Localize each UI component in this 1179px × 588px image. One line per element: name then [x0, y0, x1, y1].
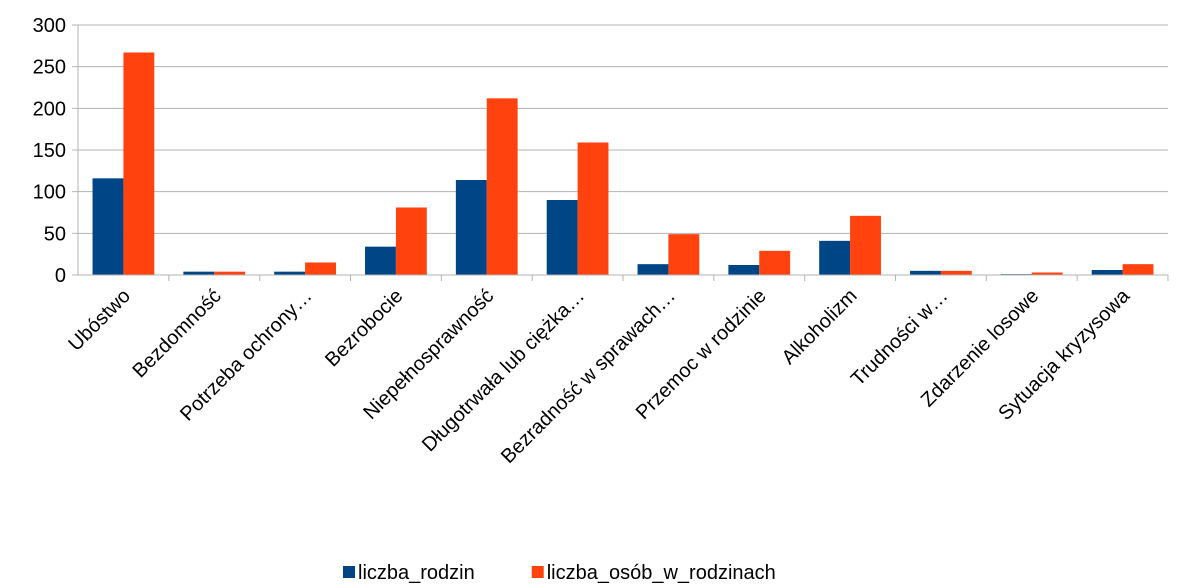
bar	[637, 264, 669, 275]
x-tick-label: Bezrobocie	[321, 285, 407, 371]
bar	[728, 265, 760, 275]
bar	[940, 270, 972, 275]
bar	[910, 270, 941, 275]
bar	[365, 246, 396, 275]
bar	[759, 250, 791, 275]
legend-label: liczba_rodzin	[358, 562, 475, 584]
bar	[455, 180, 487, 275]
legend-swatch	[531, 566, 544, 578]
y-tick-label: 0	[55, 265, 66, 287]
bar	[274, 271, 306, 275]
bar	[1122, 264, 1154, 275]
y-tick-label: 300	[33, 15, 66, 37]
x-tick-label: Trudności w…	[847, 285, 952, 390]
y-tick-label: 100	[33, 182, 66, 204]
bar	[819, 240, 851, 275]
x-tick-label: Długotrwała lub ciężka…	[418, 285, 589, 456]
y-tick-label: 50	[44, 223, 66, 245]
x-tick-label: Bezdomność	[128, 285, 225, 382]
bar	[1031, 272, 1063, 275]
legend-label: liczba_osób_w_rodzinach	[547, 562, 776, 584]
bar	[546, 200, 578, 275]
bar	[577, 142, 609, 275]
bar	[486, 98, 518, 275]
legend-swatch	[343, 566, 355, 578]
x-tick-label: Alkoholizm	[778, 285, 862, 369]
bar	[305, 262, 336, 275]
x-tick-label: Bezradność w sprawach…	[497, 285, 680, 468]
bar	[183, 271, 215, 275]
bar	[395, 207, 427, 275]
bar	[850, 215, 881, 275]
bar	[668, 234, 700, 275]
bar	[92, 178, 124, 275]
y-tick-label: 200	[33, 98, 66, 120]
bar	[1091, 270, 1123, 275]
bar	[214, 271, 246, 275]
x-tick-label: Ubóstwo	[64, 285, 135, 356]
y-tick-label: 150	[33, 140, 66, 162]
bar	[123, 52, 155, 275]
y-tick-label: 250	[33, 57, 66, 79]
